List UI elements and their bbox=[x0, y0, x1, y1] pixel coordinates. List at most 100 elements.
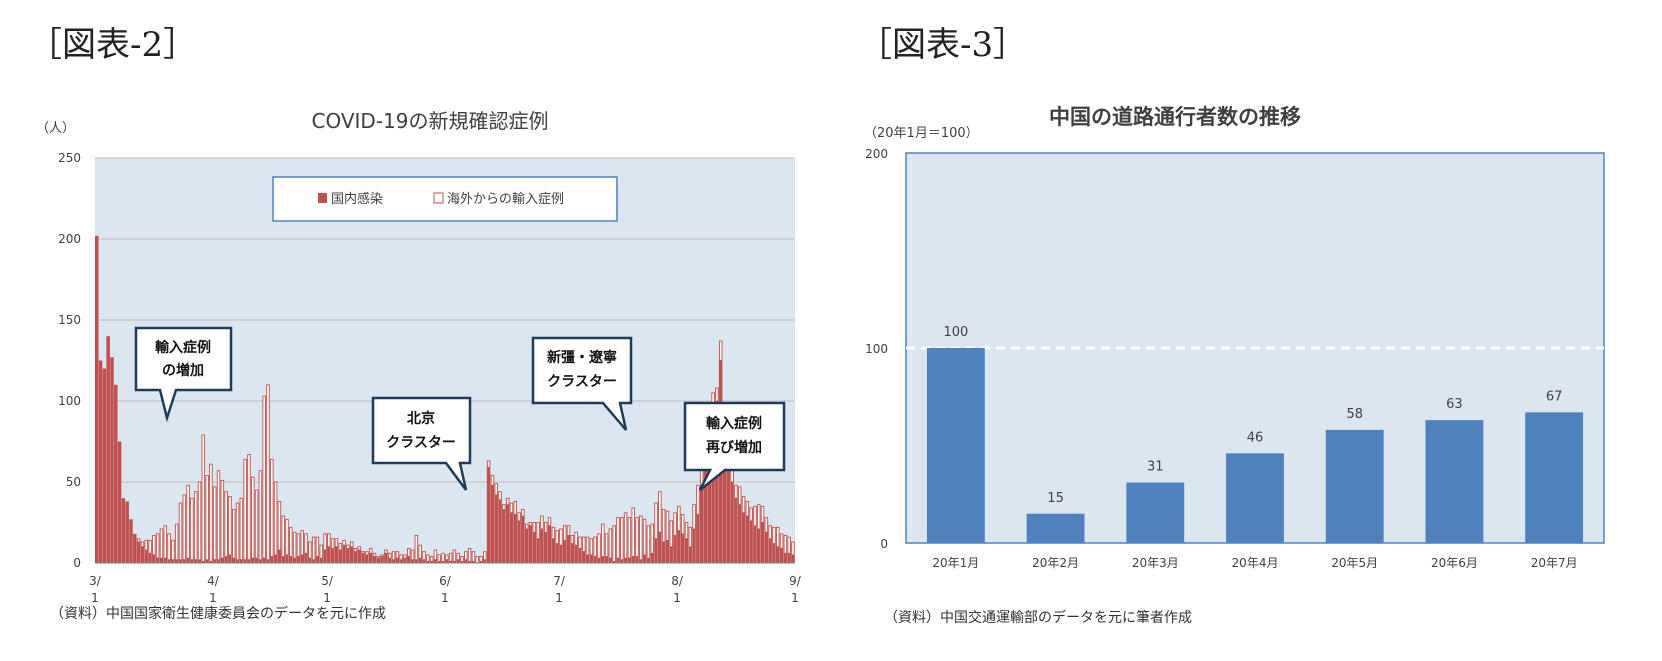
imported-bar bbox=[570, 535, 575, 545]
imported-bar bbox=[429, 556, 434, 562]
domestic-bar bbox=[646, 558, 651, 563]
chart1-unit-label: （人） bbox=[36, 121, 75, 136]
imported-bar bbox=[749, 507, 753, 522]
domestic-bar bbox=[467, 561, 472, 563]
imported-bar bbox=[684, 522, 689, 540]
domestic-bar bbox=[543, 532, 548, 563]
domestic-bar bbox=[680, 533, 685, 563]
domestic-bar bbox=[612, 561, 616, 563]
imported-bar bbox=[627, 517, 632, 559]
chart1-ytick-label-200: 200 bbox=[58, 232, 81, 246]
chart1-xtick-day-0: 1 bbox=[91, 591, 99, 605]
xtick-label-20年6月: 20年6月 bbox=[1431, 556, 1478, 570]
imported-bar bbox=[616, 517, 620, 559]
imported-bar bbox=[635, 517, 639, 557]
chart1-ytick-label-100: 100 bbox=[58, 394, 81, 408]
domestic-bar bbox=[243, 559, 247, 563]
chart2-ytick-label-100: 100 bbox=[865, 342, 888, 356]
legend-swatch-imported bbox=[433, 192, 444, 204]
imported-bar bbox=[152, 535, 156, 556]
chart2-ytick-label-200: 200 bbox=[865, 147, 888, 161]
domestic-bar bbox=[791, 554, 795, 563]
domestic-bar bbox=[372, 556, 377, 563]
domestic-bar bbox=[650, 553, 654, 563]
imported-bar bbox=[791, 541, 795, 556]
imported-bar bbox=[193, 491, 198, 561]
domestic-bar bbox=[437, 561, 441, 563]
callout-beijing-cluster-line1: 北京 bbox=[407, 410, 435, 427]
domestic-bar bbox=[159, 558, 164, 563]
domestic-bar bbox=[163, 558, 167, 563]
domestic-bar bbox=[95, 235, 99, 563]
imported-bar bbox=[414, 535, 419, 561]
imported-bar bbox=[315, 536, 320, 557]
imported-bar bbox=[536, 522, 540, 540]
imported-bar bbox=[612, 525, 616, 562]
domestic-bar bbox=[585, 554, 590, 563]
data-label-20年1月: 100 bbox=[943, 325, 968, 340]
imported-bar bbox=[380, 554, 384, 557]
callout-import-again-line1: 輸入症例 bbox=[706, 415, 762, 432]
imported-bar bbox=[471, 551, 476, 562]
imported-bar bbox=[585, 536, 590, 556]
domestic-bar bbox=[186, 558, 190, 563]
domestic-bar bbox=[555, 543, 559, 563]
bar-20年2月 bbox=[1026, 513, 1085, 543]
data-label-20年7月: 67 bbox=[1546, 389, 1563, 404]
domestic-bar bbox=[300, 554, 304, 563]
imported-bar bbox=[715, 387, 719, 402]
domestic-bar bbox=[486, 467, 491, 563]
callout-beijing-cluster: 北京 クラスター bbox=[371, 396, 472, 491]
imported-bar bbox=[718, 340, 723, 361]
imported-bar bbox=[578, 536, 582, 549]
domestic-bar bbox=[391, 559, 396, 563]
chart2-y-axis: 0 100 200 bbox=[865, 147, 888, 551]
xtick-label-20年4月: 20年4月 bbox=[1232, 556, 1279, 570]
domestic-bar bbox=[285, 554, 289, 563]
domestic-bar bbox=[117, 441, 122, 563]
covid-cases-chart: COVID-19の新規確認症例 （人） 0 50 100 150 200 250 3/1 4… bbox=[36, 109, 802, 622]
imported-bar bbox=[327, 533, 331, 548]
domestic-bar bbox=[399, 559, 403, 563]
imported-bar bbox=[251, 476, 255, 559]
domestic-bar bbox=[167, 559, 171, 563]
imported-bar bbox=[384, 549, 388, 554]
domestic-bar bbox=[547, 525, 552, 563]
imported-bar bbox=[745, 500, 750, 517]
imported-bar bbox=[353, 547, 358, 553]
imported-bar bbox=[688, 526, 693, 548]
imported-bar bbox=[349, 541, 354, 548]
chart1-xtick-day-6: 1 bbox=[791, 591, 799, 605]
imported-bar bbox=[559, 528, 563, 546]
imported-bar bbox=[654, 502, 658, 540]
xtick-label-20年1月: 20年1月 bbox=[932, 556, 979, 570]
domestic-bar bbox=[133, 533, 137, 563]
imported-bar bbox=[650, 523, 654, 554]
domestic-bar bbox=[589, 554, 594, 563]
imported-bar bbox=[582, 536, 586, 553]
legend-swatch-domestic bbox=[318, 193, 327, 203]
chart1-xtick-month-5: 8/ bbox=[671, 574, 684, 588]
domestic-bar bbox=[627, 558, 632, 563]
domestic-bar bbox=[753, 525, 757, 563]
domestic-bar bbox=[661, 541, 666, 563]
imported-bar bbox=[669, 520, 674, 548]
imported-bar bbox=[323, 533, 327, 551]
chart1-bars bbox=[95, 235, 795, 564]
legend-label-imported: 海外からの輸入症例 bbox=[447, 192, 564, 207]
domestic-bar bbox=[239, 559, 244, 563]
data-label-20年2月: 15 bbox=[1047, 491, 1064, 506]
imported-bar bbox=[574, 531, 578, 546]
domestic-bar bbox=[688, 546, 692, 563]
imported-bar bbox=[212, 486, 217, 561]
domestic-bar bbox=[756, 528, 761, 563]
imported-bar bbox=[319, 544, 324, 559]
domestic-bar bbox=[684, 538, 689, 563]
domestic-bar bbox=[212, 559, 217, 563]
callout-import-increase-line1: 輸入症例 bbox=[155, 339, 211, 356]
imported-bar bbox=[528, 522, 533, 527]
chart1-ytick-label-150: 150 bbox=[58, 313, 81, 327]
domestic-bar bbox=[330, 548, 335, 563]
domestic-bar bbox=[327, 546, 331, 563]
imported-bar bbox=[566, 525, 571, 536]
